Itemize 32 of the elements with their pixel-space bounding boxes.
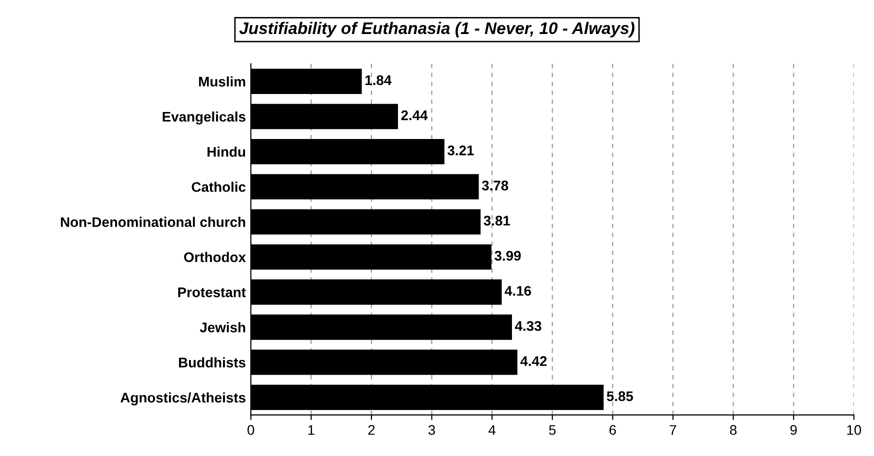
chart-title: Justifiability of Euthanasia (1 - Never, 10 - Always) xyxy=(239,22,634,38)
data-label: 1.84 xyxy=(365,75,392,86)
y-tick-label: Protestant xyxy=(178,288,246,298)
y-tick-label: Non-Denominational church xyxy=(60,216,246,228)
y-tick-label: Catholic xyxy=(192,182,246,192)
y-tick-label: Evangelicals xyxy=(162,111,246,124)
x-tick-label: 1 xyxy=(308,425,314,435)
y-tick-label: Muslim xyxy=(199,76,246,87)
data-label: 5.85 xyxy=(606,391,634,402)
data-label: 3.21 xyxy=(448,146,474,156)
x-tick-label: 0 xyxy=(248,425,254,435)
x-tick-label: 3 xyxy=(428,425,436,435)
data-label: 3.99 xyxy=(494,250,521,261)
x-tick-label: 5 xyxy=(549,425,556,435)
x-tick-label: 2 xyxy=(368,425,375,435)
x-tick-label: 10 xyxy=(847,425,862,435)
x-tick-label: 4 xyxy=(488,425,496,435)
data-label: 3.81 xyxy=(484,216,510,226)
data-label: 4.16 xyxy=(504,286,532,296)
x-tick-label: 8 xyxy=(730,425,737,435)
data-label: 4.42 xyxy=(520,356,547,366)
x-tick-label: 9 xyxy=(790,425,797,435)
y-tick-label: Buddhists xyxy=(179,357,246,368)
y-tick-label: Jewish xyxy=(200,322,246,332)
x-tick-label: 7 xyxy=(670,425,676,435)
y-tick-label: Agnostics/Atheists xyxy=(120,392,246,406)
data-label: 2.44 xyxy=(401,110,428,120)
data-label: 4.33 xyxy=(514,321,542,331)
y-tick-label: Orthodox xyxy=(184,252,246,262)
x-tick-label: 6 xyxy=(610,425,616,435)
y-tick-label: Hindu xyxy=(208,146,246,157)
data-label: 3.78 xyxy=(482,180,508,190)
